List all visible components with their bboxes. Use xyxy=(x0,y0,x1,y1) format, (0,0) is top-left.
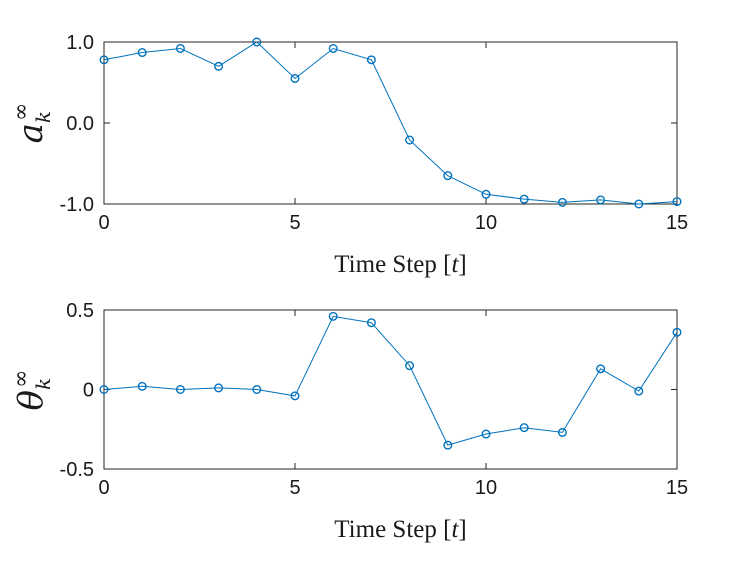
x-axis-label-bracket-open: [ xyxy=(443,251,451,278)
x-axis-label-bracket-close: ] xyxy=(458,251,466,278)
data-point xyxy=(634,386,644,396)
x-tick-label: 10 xyxy=(475,212,497,234)
series-line xyxy=(103,315,678,446)
data-point xyxy=(596,195,606,205)
y-axis-label-sup: ∞ xyxy=(9,103,34,121)
x-axis-label-text: Time Step xyxy=(334,251,443,278)
y-axis-label-sub: k xyxy=(31,111,55,123)
x-axis-label-var: t xyxy=(451,516,459,543)
data-point xyxy=(366,55,376,65)
y-tick-label: -1.0 xyxy=(60,194,94,216)
y-axis-label-sup: ∞ xyxy=(9,370,34,388)
x-tick-label: 10 xyxy=(475,477,497,499)
y-tick-label: 0.0 xyxy=(66,113,94,135)
y-tick-label: 1.0 xyxy=(66,32,94,54)
data-point xyxy=(175,43,185,53)
x-tick-label: 0 xyxy=(98,477,109,499)
x-tick-label: 0 xyxy=(98,212,109,234)
x-tick-label: 15 xyxy=(666,212,688,234)
data-point xyxy=(481,429,491,439)
data-point xyxy=(99,55,109,65)
data-point xyxy=(214,383,224,393)
data-point xyxy=(99,385,109,395)
x-axis-label-var: t xyxy=(451,251,459,278)
series-line xyxy=(103,41,678,205)
y-tick-label: 0 xyxy=(83,380,94,402)
data-point xyxy=(137,48,147,58)
x-tick-label: 15 xyxy=(666,477,688,499)
data-point xyxy=(175,385,185,395)
x-tick-label: 5 xyxy=(289,212,300,234)
data-point xyxy=(290,73,300,83)
data-point xyxy=(596,364,606,374)
data-point xyxy=(557,197,567,207)
x-axis-label-text: Time Step xyxy=(334,516,443,543)
data-point xyxy=(672,197,682,207)
data-point xyxy=(405,135,415,145)
y-axis-label-base: θ xyxy=(11,390,51,410)
data-point xyxy=(137,381,147,391)
data-point xyxy=(443,440,453,450)
data-point xyxy=(443,171,453,181)
data-point xyxy=(252,385,262,395)
data-point xyxy=(328,43,338,53)
plot-frame xyxy=(103,41,678,205)
data-point xyxy=(557,427,567,437)
data-point xyxy=(214,61,224,71)
data-point xyxy=(672,327,682,337)
x-axis-label-bracket-close: ] xyxy=(458,516,466,543)
data-point xyxy=(519,423,529,433)
data-point xyxy=(366,318,376,328)
y-axis-label: θk∞ xyxy=(9,370,55,411)
x-axis-label: Time Step [t] xyxy=(334,251,466,278)
data-point xyxy=(405,361,415,371)
data-point xyxy=(328,311,338,321)
data-point xyxy=(519,194,529,204)
chart-1: 0 5 10 15 1.0 0.0 -1.0 Time Step [t] ak∞ xyxy=(9,32,688,278)
data-point xyxy=(290,391,300,401)
y-tick-label: 0.5 xyxy=(66,300,94,322)
x-tick-label: 5 xyxy=(289,477,300,499)
y-axis-label: ak∞ xyxy=(9,103,55,144)
data-point xyxy=(252,37,262,47)
data-point xyxy=(481,189,491,199)
y-axis-label-base: a xyxy=(11,123,51,143)
data-point xyxy=(634,199,644,209)
x-axis-label: Time Step [t] xyxy=(334,516,466,543)
x-axis-label-bracket-open: [ xyxy=(443,516,451,543)
y-axis-label-sub: k xyxy=(31,378,55,390)
y-tick-label: -0.5 xyxy=(60,459,94,481)
